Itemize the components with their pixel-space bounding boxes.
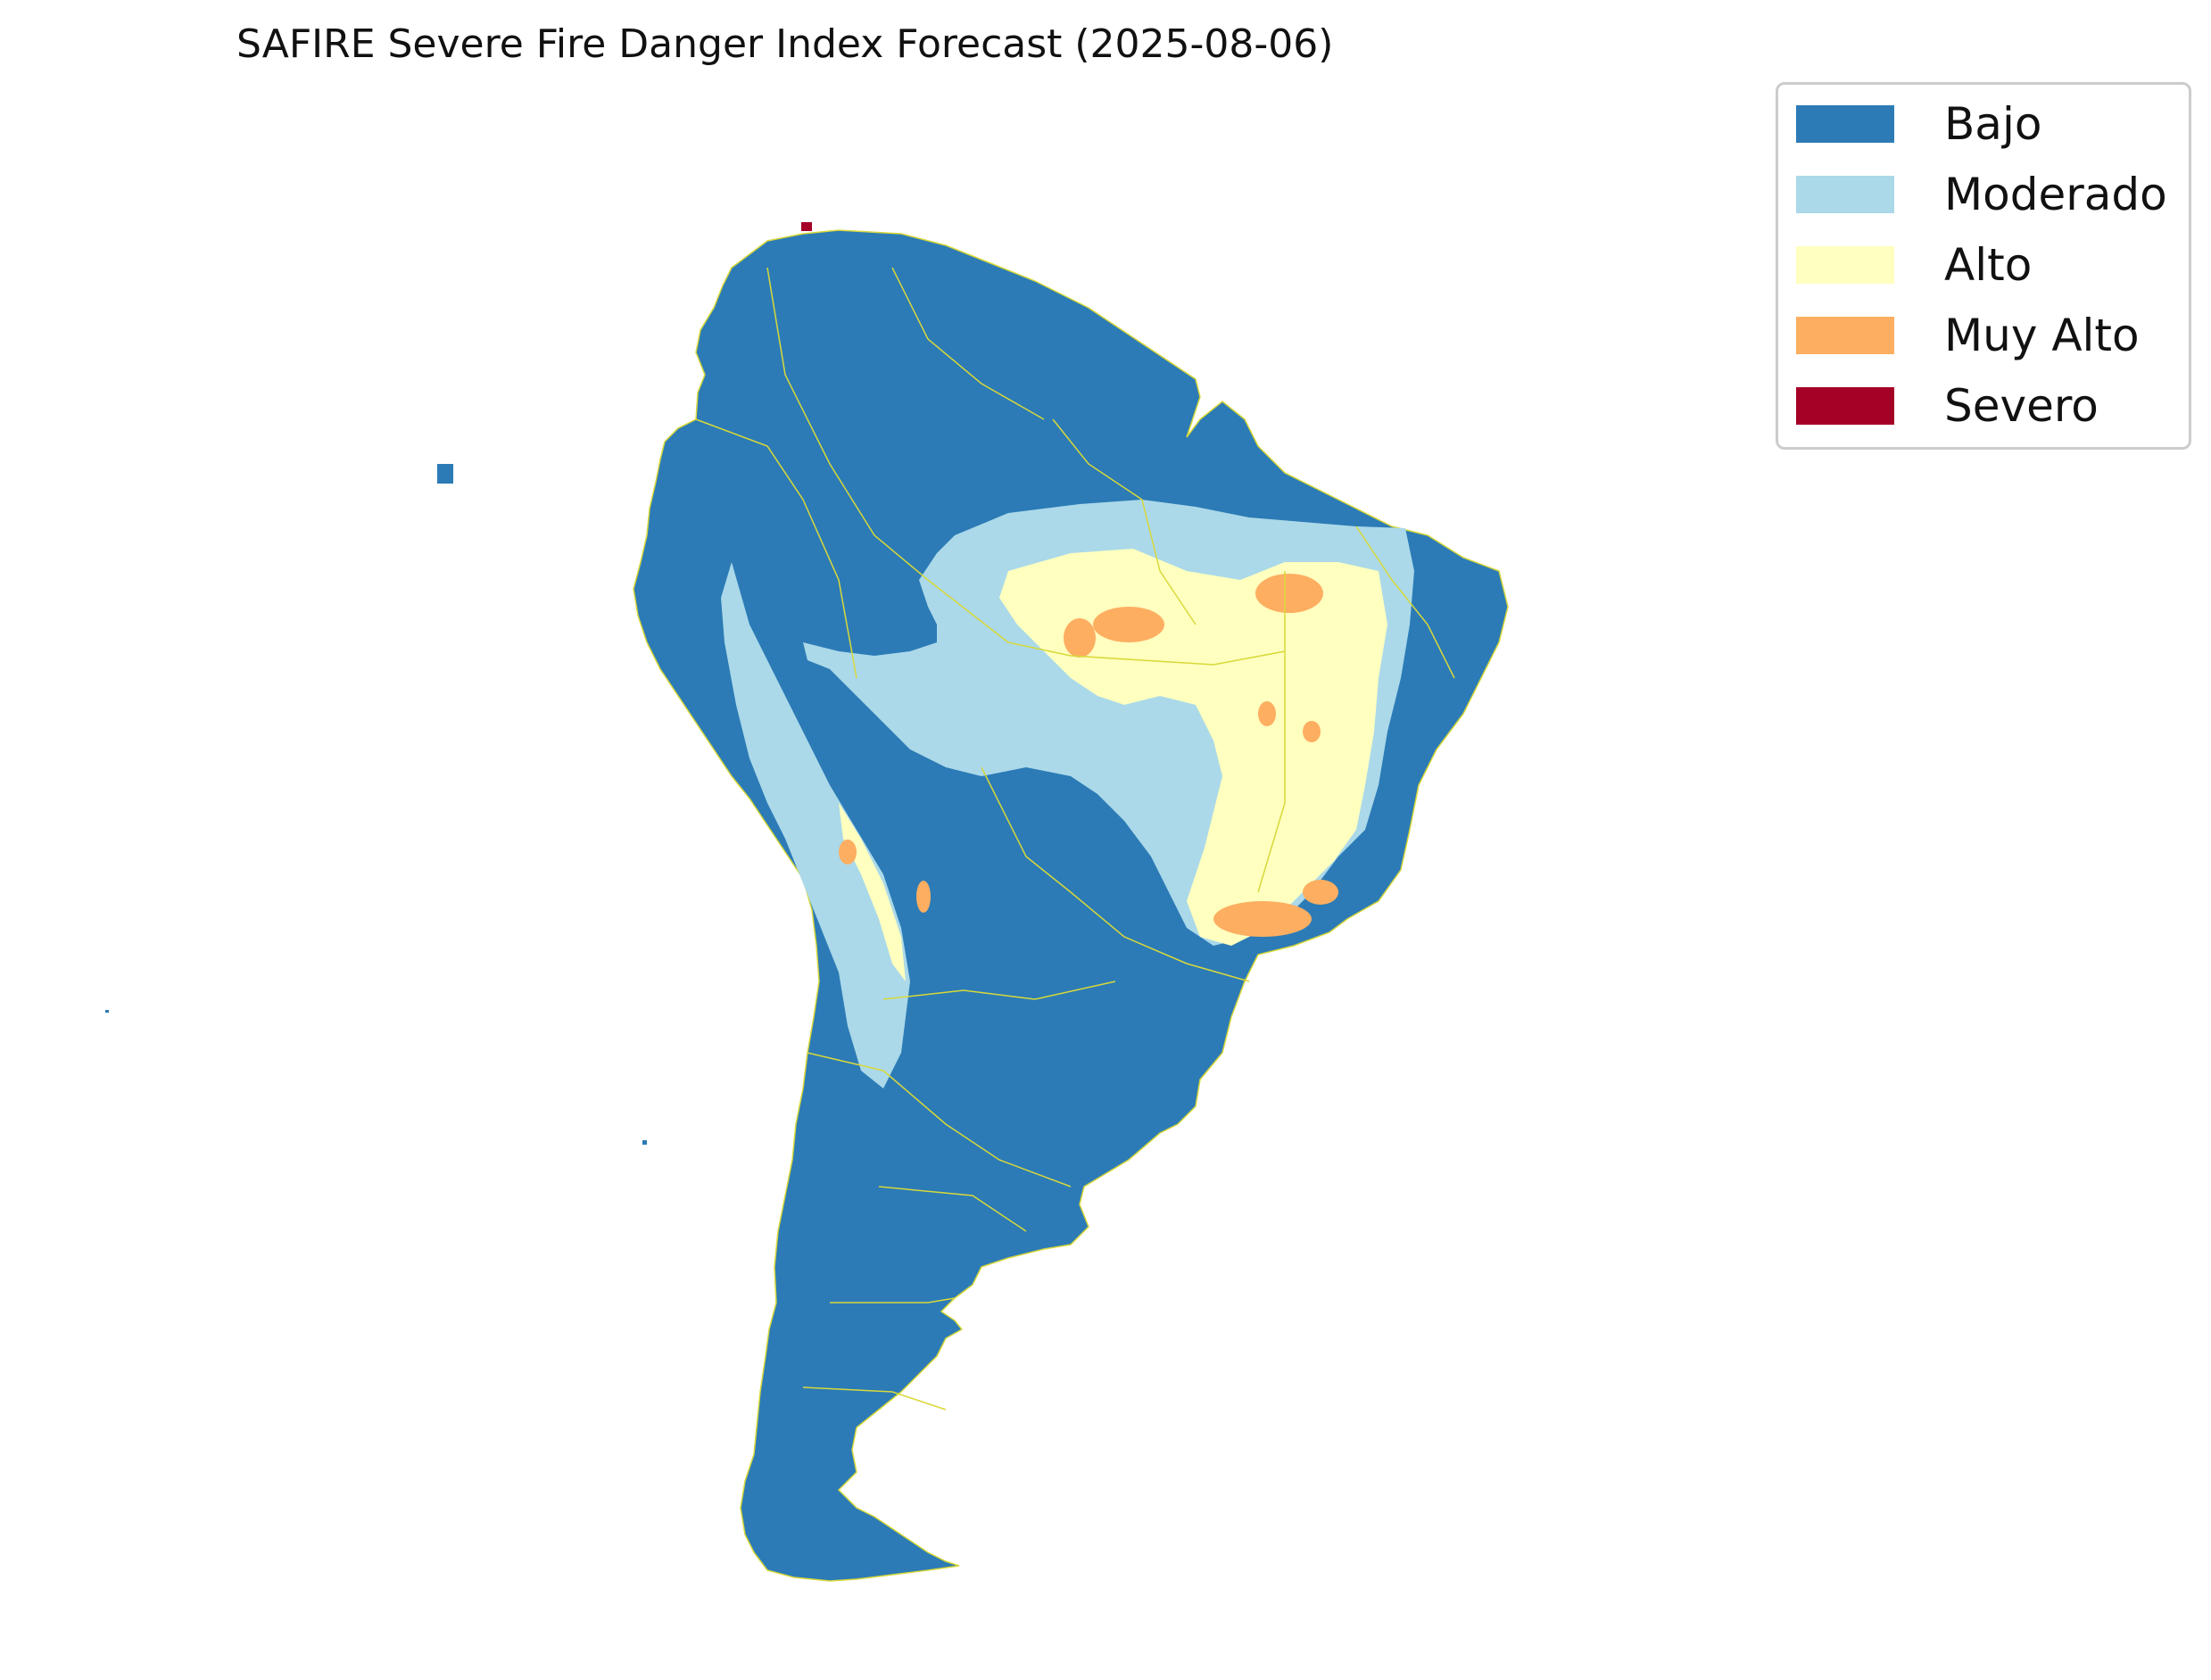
landmass-bajo <box>633 229 1509 1582</box>
legend-swatch-alto <box>1796 246 1894 284</box>
administrative-borders <box>695 267 1455 1411</box>
legend-item-bajo: Bajo <box>1796 98 2041 150</box>
map-title: SAFIRE Severe Fire Danger Index Forecast… <box>236 21 1334 67</box>
zone-moderado-andes <box>721 562 910 1088</box>
legend-item-muy-alto: Muy Alto <box>1796 310 2140 361</box>
legend-label-alto: Alto <box>1944 239 2033 291</box>
legend-swatch-severo <box>1796 387 1894 425</box>
legend: Bajo Moderado Alto Muy Alto Severo <box>1776 82 2191 450</box>
legend-label-moderado: Moderado <box>1944 169 2167 220</box>
legend-swatch-moderado <box>1796 176 1894 213</box>
zone-severo <box>801 222 812 231</box>
islands <box>105 464 647 1145</box>
legend-item-moderado: Moderado <box>1796 169 2167 220</box>
legend-label-bajo: Bajo <box>1944 98 2042 150</box>
legend-label-muy-alto: Muy Alto <box>1944 310 2140 361</box>
zone-alto <box>999 549 1387 946</box>
legend-item-alto: Alto <box>1796 239 2032 291</box>
legend-item-severo: Severo <box>1796 380 2099 432</box>
legend-label-severo: Severo <box>1944 380 2099 432</box>
legend-swatch-muy-alto <box>1796 317 1894 354</box>
zone-muy-alto <box>839 574 1338 937</box>
legend-swatch-bajo <box>1796 105 1894 143</box>
